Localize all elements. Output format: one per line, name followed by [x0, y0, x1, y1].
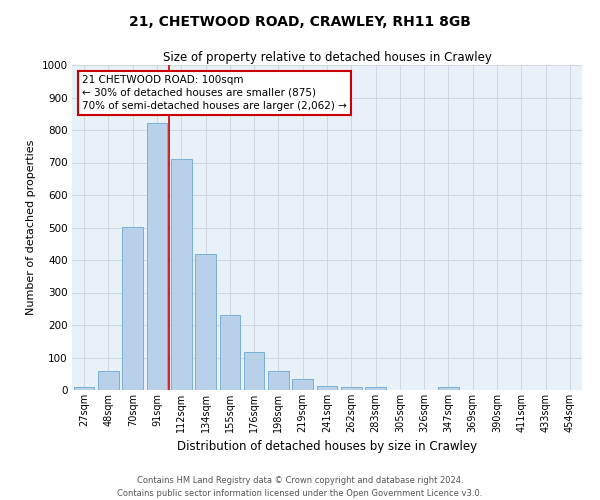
- Bar: [268, 371, 289, 390]
- Bar: [195, 254, 216, 390]
- Bar: [146, 123, 167, 390]
- Bar: [74, 388, 94, 390]
- Bar: [292, 378, 313, 390]
- Y-axis label: Number of detached properties: Number of detached properties: [26, 140, 36, 315]
- Bar: [341, 388, 362, 390]
- X-axis label: Distribution of detached houses by size in Crawley: Distribution of detached houses by size …: [177, 440, 477, 454]
- Text: 21, CHETWOOD ROAD, CRAWLEY, RH11 8GB: 21, CHETWOOD ROAD, CRAWLEY, RH11 8GB: [129, 15, 471, 29]
- Bar: [317, 386, 337, 390]
- Bar: [171, 159, 191, 390]
- Bar: [365, 387, 386, 390]
- Text: 21 CHETWOOD ROAD: 100sqm
← 30% of detached houses are smaller (875)
70% of semi-: 21 CHETWOOD ROAD: 100sqm ← 30% of detach…: [82, 74, 347, 111]
- Bar: [438, 387, 459, 390]
- Bar: [244, 352, 265, 390]
- Text: Contains HM Land Registry data © Crown copyright and database right 2024.
Contai: Contains HM Land Registry data © Crown c…: [118, 476, 482, 498]
- Title: Size of property relative to detached houses in Crawley: Size of property relative to detached ho…: [163, 51, 491, 64]
- Bar: [122, 226, 143, 390]
- Bar: [98, 370, 119, 390]
- Bar: [220, 316, 240, 390]
